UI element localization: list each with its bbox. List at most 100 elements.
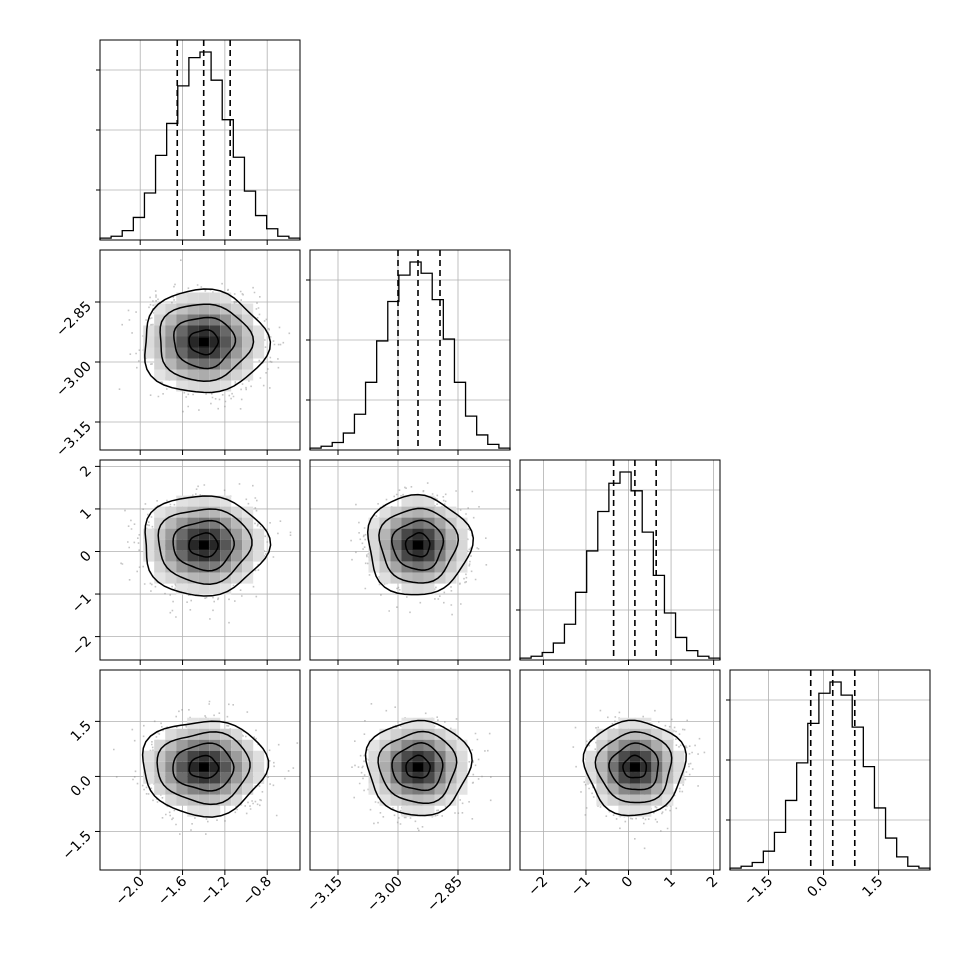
- density-cell: [423, 539, 435, 551]
- density-cell: [209, 539, 221, 551]
- density-cell: [220, 772, 232, 784]
- density-cell: [187, 583, 199, 595]
- density-cell: [154, 506, 166, 518]
- density-cell: [662, 739, 674, 751]
- density-cell: [176, 794, 188, 806]
- density-cell: [379, 794, 391, 806]
- density-cell: [176, 303, 188, 315]
- contour-line-2: [157, 508, 253, 585]
- density-cell: [231, 750, 243, 762]
- x-tick-label: 1.5: [859, 874, 886, 901]
- density-cell: [209, 336, 221, 348]
- density-cell: [187, 750, 199, 762]
- density-cell: [198, 292, 210, 304]
- density-cell: [640, 794, 652, 806]
- density-cell: [585, 772, 597, 784]
- density-cell: [231, 325, 243, 337]
- density-cell: [198, 717, 210, 729]
- density-cell: [423, 495, 435, 507]
- density-cell: [176, 583, 188, 595]
- density-cell: [673, 772, 685, 784]
- density-cell: [253, 539, 265, 551]
- panel-content: [310, 460, 510, 660]
- density-cell: [187, 517, 199, 529]
- density-cell: [209, 528, 221, 540]
- density-cell: [434, 550, 446, 562]
- density-cell: [445, 761, 457, 773]
- density-cell: [390, 783, 402, 795]
- contour-line-4: [188, 532, 219, 558]
- density-peak: [413, 763, 423, 772]
- y-tick-label: 2: [77, 463, 95, 481]
- y-tick-label: 1.5: [68, 718, 95, 745]
- density-cell: [242, 539, 254, 551]
- density-cell: [412, 583, 424, 595]
- density-cell: [231, 517, 243, 529]
- density-cell: [220, 336, 232, 348]
- density-cell: [154, 358, 166, 370]
- x-tick-label: −1: [568, 874, 594, 900]
- density-cell: [209, 495, 221, 507]
- density-cell: [379, 539, 391, 551]
- density-cell: [423, 761, 435, 773]
- density-cell: [445, 561, 457, 573]
- scatter-panel-4-1: [99, 669, 301, 871]
- contour-line-1: [364, 719, 473, 817]
- density-cell: [379, 761, 391, 773]
- density-cell: [176, 539, 188, 551]
- density-cell: [629, 739, 641, 751]
- x-tick-label: −1.2: [197, 874, 232, 909]
- density-cell: [176, 495, 188, 507]
- density-cell: [412, 739, 424, 751]
- density-cell: [423, 794, 435, 806]
- density-cell: [143, 528, 155, 540]
- density-cell: [154, 347, 166, 359]
- density-cell: [176, 561, 188, 573]
- density-cell: [176, 728, 188, 740]
- density-cell: [165, 772, 177, 784]
- density-cell: [220, 358, 232, 370]
- density-cell: [209, 550, 221, 562]
- density-cell: [412, 728, 424, 740]
- density-cell: [198, 528, 210, 540]
- density-cell: [618, 739, 630, 751]
- density-cell: [220, 292, 232, 304]
- density-cell: [176, 761, 188, 773]
- density-cell: [187, 528, 199, 540]
- density-cell: [368, 528, 380, 540]
- panel-content: [310, 670, 510, 870]
- density-cell: [220, 761, 232, 773]
- density-cell: [209, 583, 221, 595]
- density-cell: [401, 583, 413, 595]
- density-cell: [423, 506, 435, 518]
- density-cell: [390, 739, 402, 751]
- density-cell: [209, 292, 221, 304]
- density-cell: [209, 717, 221, 729]
- density-cell: [253, 772, 265, 784]
- density-cell: [368, 517, 380, 529]
- density-cell: [434, 506, 446, 518]
- density-cell: [154, 369, 166, 381]
- density-cell: [176, 750, 188, 762]
- density-cell: [209, 739, 221, 751]
- panel-frame: [309, 249, 511, 451]
- density-cell: [154, 561, 166, 573]
- density-cell: [651, 728, 663, 740]
- density-cell: [176, 506, 188, 518]
- density-cell: [618, 783, 630, 795]
- density-cell: [434, 539, 446, 551]
- density-cell: [143, 325, 155, 337]
- density-cell: [220, 750, 232, 762]
- density-cell: [187, 336, 199, 348]
- scatter-panel-3-1: [99, 459, 301, 661]
- panel-frame: [309, 459, 511, 661]
- density-cell: [242, 550, 254, 562]
- density-cell: [412, 805, 424, 817]
- density-cell: [231, 772, 243, 784]
- density-cell: [390, 517, 402, 529]
- contour-line-2: [156, 731, 251, 806]
- density-cell: [423, 750, 435, 762]
- density-cell: [434, 761, 446, 773]
- density-cell: [209, 750, 221, 762]
- contour-line-1: [144, 288, 272, 394]
